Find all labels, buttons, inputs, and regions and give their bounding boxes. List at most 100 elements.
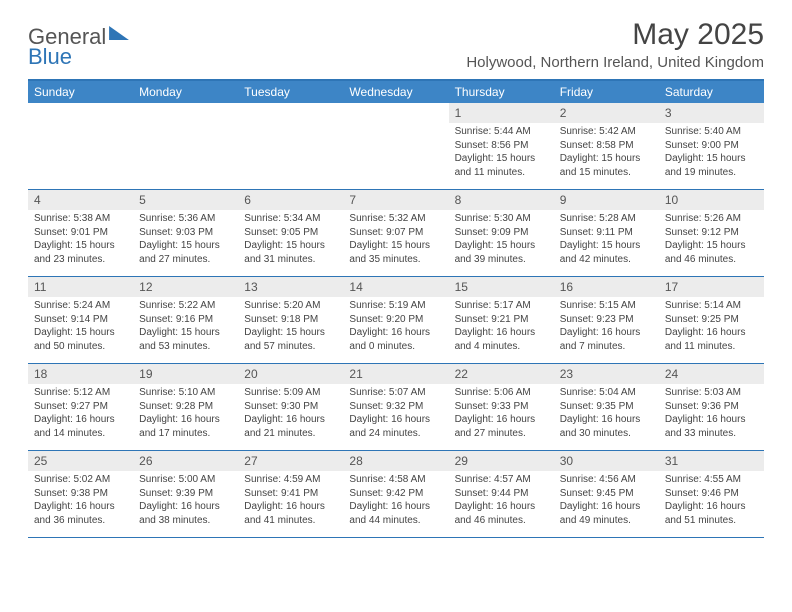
- day-number: 7: [343, 190, 448, 210]
- sunrise-text: Sunrise: 5:14 AM: [665, 299, 758, 313]
- daylight-text-2: and 23 minutes.: [34, 253, 127, 267]
- day-number: 18: [28, 364, 133, 384]
- week-row: 11Sunrise: 5:24 AMSunset: 9:14 PMDayligh…: [28, 277, 764, 364]
- calendar-cell: 18Sunrise: 5:12 AMSunset: 9:27 PMDayligh…: [28, 364, 133, 450]
- sunrise-text: Sunrise: 5:02 AM: [34, 473, 127, 487]
- daylight-text-2: and 46 minutes.: [455, 514, 548, 528]
- day-details: Sunrise: 5:40 AMSunset: 9:00 PMDaylight:…: [659, 123, 764, 183]
- day-details: Sunrise: 5:42 AMSunset: 8:58 PMDaylight:…: [554, 123, 659, 183]
- day-number: 16: [554, 277, 659, 297]
- day-number: 25: [28, 451, 133, 471]
- day-header-tuesday: Tuesday: [238, 81, 343, 103]
- daylight-text-2: and 57 minutes.: [244, 340, 337, 354]
- day-number: 2: [554, 103, 659, 123]
- day-number: 19: [133, 364, 238, 384]
- day-number: 10: [659, 190, 764, 210]
- daylight-text-1: Daylight: 16 hours: [349, 326, 442, 340]
- day-header-saturday: Saturday: [659, 81, 764, 103]
- day-details: Sunrise: 5:32 AMSunset: 9:07 PMDaylight:…: [343, 210, 448, 270]
- calendar-cell: 30Sunrise: 4:56 AMSunset: 9:45 PMDayligh…: [554, 451, 659, 537]
- day-details: Sunrise: 5:20 AMSunset: 9:18 PMDaylight:…: [238, 297, 343, 357]
- day-number: 5: [133, 190, 238, 210]
- sunset-text: Sunset: 9:36 PM: [665, 400, 758, 414]
- week-row: 18Sunrise: 5:12 AMSunset: 9:27 PMDayligh…: [28, 364, 764, 451]
- day-number: 14: [343, 277, 448, 297]
- calendar-cell: 1Sunrise: 5:44 AMSunset: 8:56 PMDaylight…: [449, 103, 554, 189]
- calendar-cell: 19Sunrise: 5:10 AMSunset: 9:28 PMDayligh…: [133, 364, 238, 450]
- sunset-text: Sunset: 9:35 PM: [560, 400, 653, 414]
- week-row: 4Sunrise: 5:38 AMSunset: 9:01 PMDaylight…: [28, 190, 764, 277]
- day-number: 11: [28, 277, 133, 297]
- day-number: 4: [28, 190, 133, 210]
- daylight-text-2: and 31 minutes.: [244, 253, 337, 267]
- daylight-text-1: Daylight: 15 hours: [349, 239, 442, 253]
- day-details: Sunrise: 4:59 AMSunset: 9:41 PMDaylight:…: [238, 471, 343, 531]
- sunset-text: Sunset: 9:42 PM: [349, 487, 442, 501]
- daylight-text-2: and 50 minutes.: [34, 340, 127, 354]
- day-details: Sunrise: 5:03 AMSunset: 9:36 PMDaylight:…: [659, 384, 764, 444]
- sunset-text: Sunset: 8:56 PM: [455, 139, 548, 153]
- day-details: Sunrise: 5:34 AMSunset: 9:05 PMDaylight:…: [238, 210, 343, 270]
- sunset-text: Sunset: 9:05 PM: [244, 226, 337, 240]
- title-block: May 2025 Holywood, Northern Ireland, Uni…: [466, 18, 764, 71]
- sunset-text: Sunset: 8:58 PM: [560, 139, 653, 153]
- daylight-text-1: Daylight: 15 hours: [244, 326, 337, 340]
- sunrise-text: Sunrise: 5:10 AM: [139, 386, 232, 400]
- daylight-text-1: Daylight: 16 hours: [665, 413, 758, 427]
- calendar-cell: [343, 103, 448, 189]
- sunset-text: Sunset: 9:07 PM: [349, 226, 442, 240]
- daylight-text-1: Daylight: 15 hours: [455, 152, 548, 166]
- daylight-text-2: and 11 minutes.: [665, 340, 758, 354]
- sunset-text: Sunset: 9:30 PM: [244, 400, 337, 414]
- daylight-text-1: Daylight: 15 hours: [665, 152, 758, 166]
- calendar-cell: [238, 103, 343, 189]
- sunrise-text: Sunrise: 4:56 AM: [560, 473, 653, 487]
- sunrise-text: Sunrise: 5:30 AM: [455, 212, 548, 226]
- sunrise-text: Sunrise: 5:44 AM: [455, 125, 548, 139]
- day-number: 9: [554, 190, 659, 210]
- calendar-cell: 6Sunrise: 5:34 AMSunset: 9:05 PMDaylight…: [238, 190, 343, 276]
- sunset-text: Sunset: 9:25 PM: [665, 313, 758, 327]
- day-details: Sunrise: 5:10 AMSunset: 9:28 PMDaylight:…: [133, 384, 238, 444]
- sunrise-text: Sunrise: 5:24 AM: [34, 299, 127, 313]
- page-header: General May 2025 Holywood, Northern Irel…: [28, 18, 764, 71]
- day-details: Sunrise: 5:19 AMSunset: 9:20 PMDaylight:…: [343, 297, 448, 357]
- sunset-text: Sunset: 9:27 PM: [34, 400, 127, 414]
- day-header-row: SundayMondayTuesdayWednesdayThursdayFrid…: [28, 81, 764, 103]
- daylight-text-2: and 33 minutes.: [665, 427, 758, 441]
- sunset-text: Sunset: 9:00 PM: [665, 139, 758, 153]
- daylight-text-1: Daylight: 16 hours: [244, 413, 337, 427]
- day-number: 31: [659, 451, 764, 471]
- sunset-text: Sunset: 9:20 PM: [349, 313, 442, 327]
- calendar-page: General May 2025 Holywood, Northern Irel…: [0, 0, 792, 548]
- calendar-cell: 20Sunrise: 5:09 AMSunset: 9:30 PMDayligh…: [238, 364, 343, 450]
- daylight-text-1: Daylight: 16 hours: [349, 413, 442, 427]
- calendar-cell: 4Sunrise: 5:38 AMSunset: 9:01 PMDaylight…: [28, 190, 133, 276]
- sunrise-text: Sunrise: 5:28 AM: [560, 212, 653, 226]
- sunrise-text: Sunrise: 5:00 AM: [139, 473, 232, 487]
- daylight-text-2: and 42 minutes.: [560, 253, 653, 267]
- calendar-cell: 25Sunrise: 5:02 AMSunset: 9:38 PMDayligh…: [28, 451, 133, 537]
- calendar-cell: 13Sunrise: 5:20 AMSunset: 9:18 PMDayligh…: [238, 277, 343, 363]
- daylight-text-1: Daylight: 16 hours: [560, 326, 653, 340]
- calendar-cell: 23Sunrise: 5:04 AMSunset: 9:35 PMDayligh…: [554, 364, 659, 450]
- calendar-cell: 28Sunrise: 4:58 AMSunset: 9:42 PMDayligh…: [343, 451, 448, 537]
- calendar-cell: 10Sunrise: 5:26 AMSunset: 9:12 PMDayligh…: [659, 190, 764, 276]
- day-header-wednesday: Wednesday: [343, 81, 448, 103]
- calendar-cell: 8Sunrise: 5:30 AMSunset: 9:09 PMDaylight…: [449, 190, 554, 276]
- day-number: 28: [343, 451, 448, 471]
- sunset-text: Sunset: 9:11 PM: [560, 226, 653, 240]
- sunset-text: Sunset: 9:23 PM: [560, 313, 653, 327]
- daylight-text-2: and 49 minutes.: [560, 514, 653, 528]
- daylight-text-2: and 51 minutes.: [665, 514, 758, 528]
- daylight-text-1: Daylight: 15 hours: [244, 239, 337, 253]
- day-details: Sunrise: 5:15 AMSunset: 9:23 PMDaylight:…: [554, 297, 659, 357]
- sunrise-text: Sunrise: 5:17 AM: [455, 299, 548, 313]
- day-number: 24: [659, 364, 764, 384]
- sunset-text: Sunset: 9:12 PM: [665, 226, 758, 240]
- day-number: 13: [238, 277, 343, 297]
- daylight-text-1: Daylight: 15 hours: [455, 239, 548, 253]
- calendar-cell: 11Sunrise: 5:24 AMSunset: 9:14 PMDayligh…: [28, 277, 133, 363]
- week-row: 25Sunrise: 5:02 AMSunset: 9:38 PMDayligh…: [28, 451, 764, 538]
- daylight-text-1: Daylight: 16 hours: [139, 413, 232, 427]
